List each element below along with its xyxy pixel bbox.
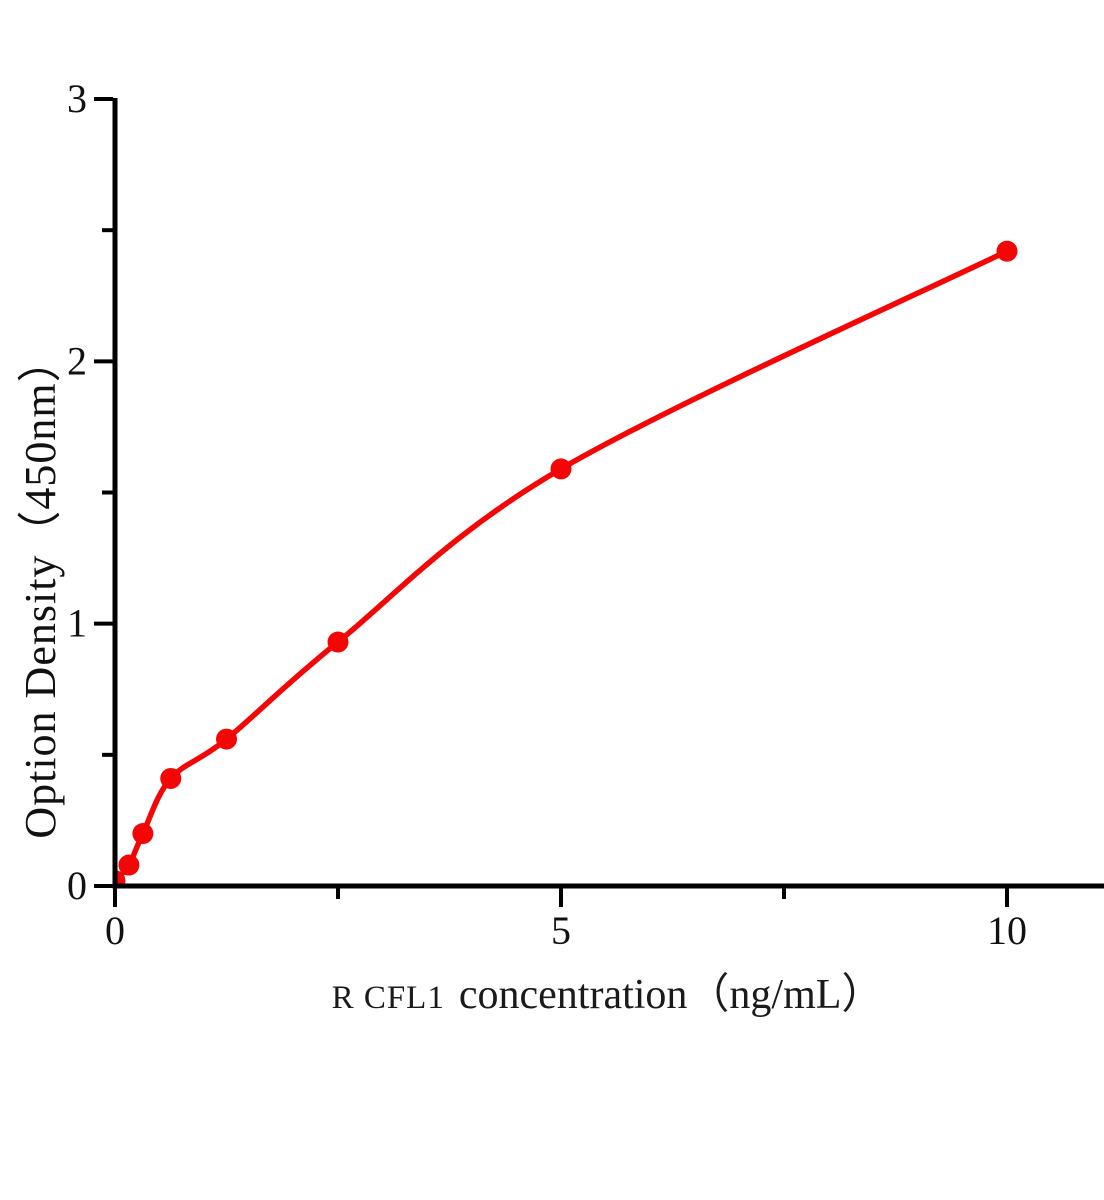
standard-curve-layer [115, 240, 1018, 886]
data-point [118, 854, 140, 876]
axes-layer [94, 97, 1104, 907]
x-axis-title-prefix: R CFL1 [331, 980, 445, 1016]
x-tick-label: 5 [551, 908, 571, 953]
y-axis-title: Option Density（450nm） [16, 337, 65, 839]
x-axis-title: R CFL1 concentration（ng/mL） [115, 960, 1100, 1021]
x-tick-label: 0 [105, 908, 125, 953]
data-point [327, 631, 349, 653]
data-point [996, 240, 1018, 262]
data-point [160, 767, 182, 789]
data-point [550, 458, 572, 480]
data-point [132, 823, 154, 845]
x-axis-title-main: concentration（ng/mL） [458, 972, 884, 1018]
data-point [115, 870, 126, 886]
y-tick-label: 2 [67, 338, 87, 383]
standard-curve-line [115, 248, 1010, 884]
y-tick-label: 3 [67, 76, 87, 121]
data-point [216, 728, 237, 750]
y-tick-label: 1 [67, 601, 87, 646]
tick-label-layer: 0 5 10 0 1 2 3 [67, 76, 1027, 953]
y-tick-label: 0 [67, 863, 87, 908]
x-tick-label: 10 [987, 908, 1027, 953]
